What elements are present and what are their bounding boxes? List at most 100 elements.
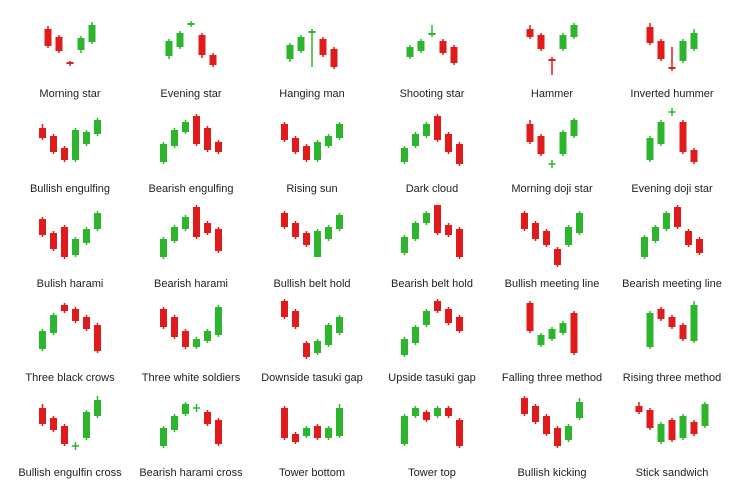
candlestick-chart	[44, 22, 96, 66]
pattern-cell: Bullish kicking	[492, 387, 612, 482]
pattern-cell: Three black crows	[10, 292, 130, 387]
candle-body	[303, 233, 310, 245]
candle	[215, 227, 222, 253]
candlestick-chart	[39, 396, 101, 450]
candle-body	[401, 416, 408, 444]
candle-body	[445, 408, 452, 416]
candle-body	[412, 134, 419, 146]
candle-body	[66, 62, 74, 64]
candle-body	[548, 329, 556, 339]
candle-body	[314, 426, 321, 438]
candle-body	[548, 59, 556, 61]
candlestick-chart	[401, 299, 463, 357]
candle-body	[657, 41, 665, 59]
pattern-label: Falling three method	[501, 372, 603, 384]
candle	[171, 128, 178, 148]
candle	[292, 136, 299, 154]
candle	[88, 22, 96, 44]
candle	[559, 321, 567, 335]
candle-body	[215, 142, 222, 152]
candle	[204, 329, 211, 343]
candle-body	[445, 134, 452, 152]
candle-body	[209, 55, 217, 65]
candle	[193, 114, 200, 146]
candle-body	[330, 49, 338, 67]
candle	[61, 303, 68, 313]
candle	[72, 237, 79, 257]
candlestick-chart	[286, 29, 338, 69]
candle	[160, 237, 167, 259]
candle	[83, 130, 90, 146]
candle-body	[303, 428, 310, 436]
candle-body	[83, 412, 90, 438]
candle-body	[325, 136, 332, 146]
candle	[434, 205, 441, 235]
candle-body	[543, 231, 550, 245]
candle	[182, 402, 189, 416]
candle	[94, 118, 101, 136]
candle	[325, 225, 332, 241]
pattern-label: Three white soldiers	[141, 372, 241, 384]
candle-body	[88, 25, 96, 42]
candle	[690, 29, 698, 51]
candle	[406, 45, 414, 59]
candle	[646, 136, 654, 162]
candle-body	[570, 313, 578, 353]
candlestick-chart	[521, 211, 583, 267]
pattern-label: Bullish kicking	[517, 467, 587, 479]
candle-body	[39, 219, 46, 235]
pattern-cell: Bearish harami	[131, 198, 251, 293]
candle-body	[94, 325, 101, 351]
candle	[570, 23, 578, 39]
candle-body	[565, 227, 572, 245]
candle-body	[652, 227, 659, 241]
candle-body	[187, 23, 195, 25]
candle	[565, 225, 572, 247]
candle	[314, 424, 321, 440]
candle-body	[456, 420, 463, 446]
candle-body	[701, 404, 709, 426]
candle	[314, 229, 321, 257]
candle-body	[646, 410, 654, 428]
candle-body	[445, 309, 452, 323]
candle-body	[336, 215, 343, 229]
pattern-label: Bullish engulfing	[29, 183, 111, 195]
candle	[635, 402, 643, 414]
candle-body	[657, 122, 665, 144]
candle-body	[83, 229, 90, 243]
candle-body	[83, 317, 90, 329]
candle	[412, 325, 419, 345]
candle	[674, 205, 681, 229]
candle-body	[281, 301, 288, 317]
candle-body	[292, 311, 299, 327]
candle	[445, 223, 452, 237]
candle-body	[215, 229, 222, 251]
candle-body	[434, 116, 441, 140]
candlestick-chart	[521, 396, 583, 448]
candle-body	[423, 124, 430, 136]
candle	[292, 432, 299, 444]
candlestick-chart	[281, 404, 343, 444]
candle-body	[679, 122, 687, 152]
candle-body	[685, 231, 692, 245]
candle-body	[439, 41, 447, 53]
candle	[193, 337, 200, 349]
candle	[532, 404, 539, 424]
pattern-cell: Falling three method	[492, 292, 612, 387]
candle-body	[635, 406, 643, 412]
candle-body	[434, 301, 441, 311]
candle-body	[576, 213, 583, 233]
pattern-label: Rising sun	[286, 183, 338, 195]
candle	[657, 307, 665, 321]
candle-body	[532, 223, 539, 239]
candle-body	[39, 128, 46, 138]
candle-body	[559, 132, 567, 154]
candle-body	[193, 116, 200, 144]
candle	[423, 211, 430, 225]
candle	[83, 227, 90, 245]
candle	[570, 118, 578, 138]
candle	[537, 33, 545, 51]
candle	[292, 309, 299, 329]
candle	[521, 211, 528, 231]
